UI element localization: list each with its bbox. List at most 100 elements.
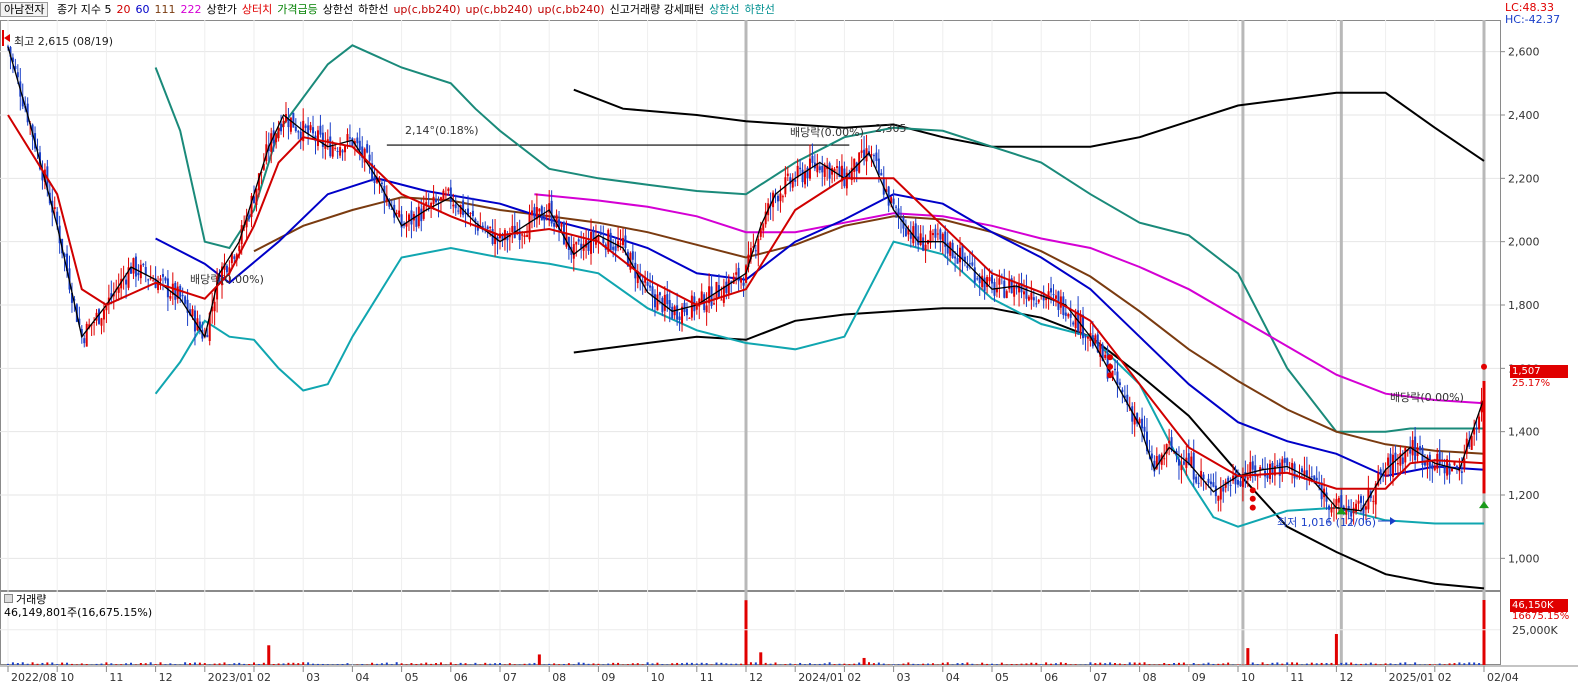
candle-body: [1153, 460, 1156, 472]
candle-body: [1030, 292, 1033, 300]
candle-body: [909, 233, 912, 239]
legend-item-13[interactable]: 신고거래량 강세패턴: [609, 3, 705, 16]
legend-item-5[interactable]: 상한가: [206, 3, 237, 16]
x-tick-label: 12: [159, 671, 173, 684]
candle-body: [575, 241, 578, 245]
volume-bar: [31, 662, 34, 665]
volume-bar: [537, 654, 541, 665]
legend-item-4[interactable]: 222: [180, 3, 202, 16]
candle-body: [1249, 462, 1252, 479]
candle-body: [312, 127, 315, 134]
candle-body: [390, 208, 393, 210]
x-tick-label: 11: [109, 671, 123, 684]
candle-body: [587, 240, 590, 252]
candle-body: [373, 176, 376, 183]
candle-body: [358, 140, 361, 151]
high-marker-icon: [4, 34, 10, 42]
candle-body: [169, 296, 172, 299]
candle-body: [474, 218, 477, 223]
volume-bar: [1350, 662, 1353, 665]
candle-body: [1318, 484, 1321, 487]
volume-bar: [287, 662, 290, 665]
candle-body: [66, 253, 69, 272]
candle-body: [1116, 371, 1119, 385]
volume-bar: [395, 662, 398, 665]
candle-body: [590, 231, 593, 254]
volume-bar: [986, 663, 989, 665]
legend-item-6[interactable]: 상터치: [241, 3, 273, 16]
candle-body: [1032, 297, 1035, 301]
legend-item-3[interactable]: 111: [154, 3, 176, 16]
candle-body: [624, 235, 627, 249]
candle-body: [1086, 336, 1089, 339]
candle-body: [1138, 419, 1141, 424]
candle-body: [1219, 487, 1222, 500]
legend-item-12[interactable]: up(c,bb240): [537, 3, 605, 16]
candle-body: [934, 228, 937, 238]
volume-bar: [862, 657, 866, 665]
candle-body: [1345, 508, 1348, 515]
candle-body: [348, 137, 351, 139]
legend-item-1[interactable]: 20: [116, 3, 131, 16]
candle-body: [526, 235, 529, 237]
candle-body: [1013, 285, 1016, 297]
candle-body: [646, 282, 649, 286]
volume-bar: [11, 662, 14, 665]
volume-bar: [912, 663, 915, 665]
candle-body: [740, 278, 743, 283]
candle-body: [922, 237, 925, 251]
legend-item-14[interactable]: 상한선: [709, 3, 740, 16]
volume-bar: [1163, 662, 1166, 665]
candle-body: [794, 179, 797, 182]
legend-item-8[interactable]: 상한선: [322, 3, 354, 16]
candle-body: [319, 125, 322, 135]
legend-item-9[interactable]: 하한선: [358, 3, 389, 16]
signal-dot: [1481, 363, 1487, 370]
candle-body: [722, 285, 725, 303]
symbol-button[interactable]: 아남전자: [0, 2, 49, 17]
legend-item-10[interactable]: up(c,bb240): [393, 3, 461, 16]
candle-body: [282, 120, 285, 128]
volume-bar: [1069, 664, 1072, 665]
candle-body: [1170, 437, 1173, 450]
x-tick-label: 11: [1290, 671, 1304, 684]
candle-body: [211, 306, 214, 312]
legend-item-15[interactable]: 하한선: [744, 3, 775, 16]
candle-body: [897, 208, 900, 216]
candle-body: [1114, 368, 1116, 371]
candle-body: [1145, 431, 1148, 452]
candle-body: [936, 233, 939, 235]
volume-bar: [1271, 662, 1274, 665]
volume-toggle-icon[interactable]: [4, 594, 13, 603]
candle-body: [102, 309, 105, 320]
candle-body: [238, 245, 241, 252]
volume-bar: [376, 663, 378, 665]
candle-body: [1335, 499, 1338, 506]
legend-item-0[interactable]: 종가 지수 5: [56, 3, 112, 16]
candle-body: [518, 230, 521, 240]
legend-item-7[interactable]: 가격급등: [277, 3, 318, 16]
volume-bar: [927, 663, 930, 665]
volume-bar: [1296, 662, 1299, 665]
x-tick-label: 2025/01: [1389, 671, 1435, 684]
x-tick-label: 02: [847, 671, 861, 684]
volume-bar: [80, 663, 83, 665]
legend-item-11[interactable]: up(c,bb240): [465, 3, 533, 16]
volume-bar: [523, 663, 526, 665]
up-arrow-icon: [1336, 507, 1347, 515]
volume-bar: [656, 662, 659, 665]
candle-body: [1423, 461, 1426, 466]
y-tick-label: 1,400: [1508, 426, 1540, 439]
candle-body: [339, 147, 342, 156]
candle-body: [1315, 477, 1318, 481]
candle-body: [1414, 436, 1417, 461]
volume-bar: [1138, 662, 1141, 665]
candle-body: [1165, 443, 1168, 454]
legend-item-2[interactable]: 60: [135, 3, 150, 16]
volume-bar: [1473, 662, 1476, 665]
volume-bar: [592, 663, 595, 665]
x-tick-label: 05: [405, 671, 419, 684]
candle-body: [828, 163, 831, 179]
volume-bar: [700, 662, 703, 665]
